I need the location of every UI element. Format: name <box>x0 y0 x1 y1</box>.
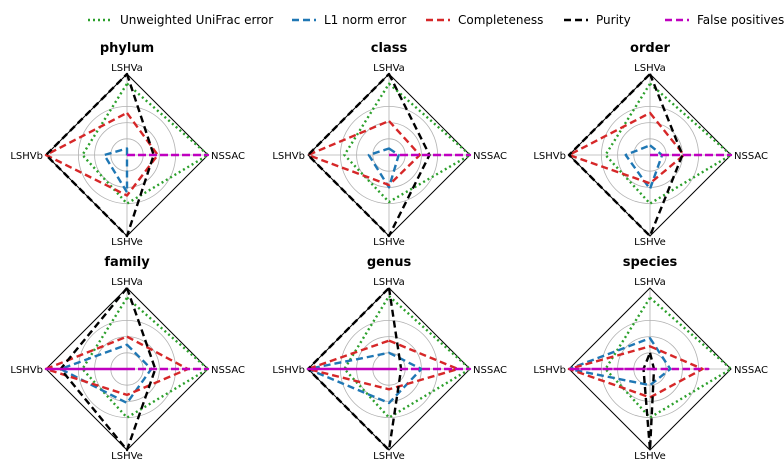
axis-label-lshve: LSHVe <box>111 451 143 462</box>
radar-frame <box>307 287 471 451</box>
panel-title: family <box>104 255 150 270</box>
axis-label-nssac: NSSAC <box>473 151 507 162</box>
panel-title: genus <box>367 255 412 270</box>
axis-label-lshvb: LSHVb <box>272 151 305 162</box>
series-completeness <box>306 119 421 187</box>
series-completeness <box>44 335 190 397</box>
legend-label-unweighted-unifrac-error: Unweighted UniFrac error <box>120 13 273 27</box>
panel-title: order <box>630 41 670 56</box>
panel-title: species <box>623 255 678 270</box>
axis-label-lshve: LSHVe <box>634 451 666 462</box>
series-l1-norm-error <box>306 351 423 405</box>
panel-title: class <box>371 41 408 56</box>
axis-label-lshve: LSHVe <box>111 237 143 248</box>
radar-panel-class: LSHVa NSSAC LSHVe LSHVb class <box>272 41 507 248</box>
axis-label-lshva: LSHVa <box>373 277 405 288</box>
series-unweighted-unifrac-error <box>81 296 210 419</box>
series-purity <box>306 72 431 238</box>
series-purity <box>44 72 155 238</box>
series-l1-norm-error <box>103 147 129 194</box>
axis-label-lshva: LSHVa <box>111 277 143 288</box>
axis-label-nssac: NSSAC <box>734 151 768 162</box>
axis-label-nssac: NSSAC <box>734 365 768 376</box>
radar-panel-order: LSHVa NSSAC LSHVe LSHVb order <box>533 41 768 248</box>
axis-label-nssac: NSSAC <box>211 151 245 162</box>
axis-label-lshvb: LSHVb <box>10 365 43 376</box>
axis-label-lshva: LSHVa <box>634 277 666 288</box>
legend-label-completeness: Completeness <box>458 13 543 27</box>
axis-label-lshvb: LSHVb <box>533 365 566 376</box>
axis-label-lshvb: LSHVb <box>272 365 305 376</box>
series-unweighted-unifrac-error <box>604 296 733 419</box>
axis-label-lshvb: LSHVb <box>10 151 43 162</box>
radar-frame <box>568 287 732 451</box>
series-l1-norm-error <box>367 147 400 189</box>
axis-label-nssac: NSSAC <box>211 365 245 376</box>
panel-title: phylum <box>100 41 154 56</box>
axis-label-lshve: LSHVe <box>634 237 666 248</box>
axis-label-lshva: LSHVa <box>634 63 666 74</box>
legend: Unweighted UniFrac error L1 norm error Com… <box>88 13 784 27</box>
series-l1-norm-error <box>59 343 153 405</box>
series-purity <box>567 72 684 238</box>
axis-label-lshvb: LSHVb <box>533 151 566 162</box>
series-unweighted-unifrac-error <box>604 82 733 205</box>
series-completeness <box>567 345 704 399</box>
series-l1-norm-error <box>567 337 672 387</box>
legend-label-l1-norm-error: L1 norm error <box>324 13 406 27</box>
series-purity <box>59 286 157 452</box>
radar-panel-phylum: LSHVa NSSAC LSHVe LSHVb phylum <box>10 41 245 248</box>
series-completeness <box>306 339 460 391</box>
radar-panel-genus: LSHVa NSSAC LSHVe LSHVb genus <box>272 255 507 462</box>
axis-label-lshva: LSHVa <box>373 63 405 74</box>
radar-panel-species: LSHVa NSSAC LSHVe LSHVb species <box>533 255 768 462</box>
series-unweighted-unifrac-error <box>81 82 210 205</box>
axis-label-nssac: NSSAC <box>473 365 507 376</box>
series-purity <box>642 351 656 452</box>
series-l1-norm-error <box>624 144 664 191</box>
series-unweighted-unifrac-error <box>343 82 472 204</box>
radar-frame <box>568 73 732 237</box>
axis-label-lshva: LSHVa <box>111 63 143 74</box>
series-completeness <box>44 111 160 197</box>
series-completeness <box>567 111 686 185</box>
legend-label-purity: Purity <box>596 13 631 27</box>
axis-label-lshve: LSHVe <box>373 237 405 248</box>
legend-label-false-positives: False positives <box>697 13 784 27</box>
radar-panel-family: LSHVa NSSAC LSHVe LSHVb family <box>10 255 245 462</box>
axis-label-lshve: LSHVe <box>373 451 405 462</box>
radar-panels: LSHVaNSSACLSHVeLSHVbphylumLSHVaNSSACLSHV… <box>10 41 768 462</box>
